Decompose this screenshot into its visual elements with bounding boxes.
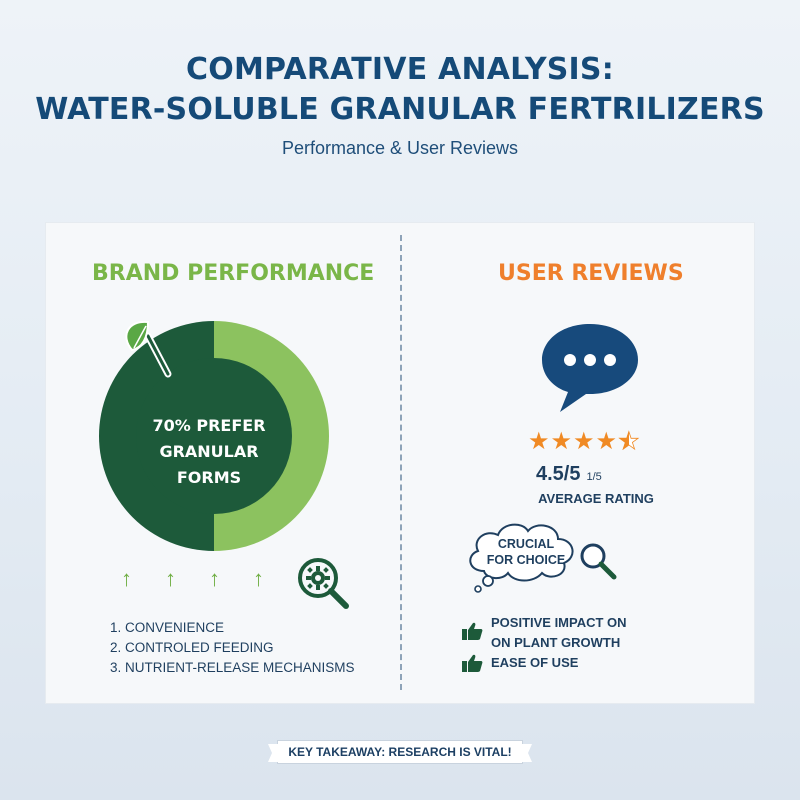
star-full-icon: ★ (595, 428, 618, 455)
donut-label-line-1: 70% PREFER (152, 416, 266, 435)
thought-cloud-icon (469, 523, 574, 593)
rating-label: AVERAGE RATING (538, 491, 654, 506)
title-line-2: WATER-SOLUBLE GRANULAR FERTRILIZERS (35, 92, 765, 127)
key-takeaway-banner: KEY TAKEAWAY: RESEARCH IS VITAL! (277, 740, 523, 764)
donut-label: 70% PREFER GRANULAR FORMS (131, 413, 287, 491)
comparison-panel: BRAND PERFORMANCE 70% PREFER GRANULAR FO… (45, 222, 755, 704)
star-rating: ★ ★ ★ ★ ★ (528, 428, 640, 456)
growth-arrows: ↑ ↑ ↑ ↑ (121, 566, 281, 592)
star-full-icon: ★ (528, 428, 550, 455)
user-reviews-heading: USER REVIEWS (498, 261, 684, 286)
rating-suffix: 1/5 (586, 471, 602, 483)
page-title: COMPARATIVE ANALYSIS: WATER-SOLUBLE GRAN… (0, 50, 800, 130)
chat-bubble-icon (542, 324, 638, 412)
review-text: EASE OF USE (491, 653, 578, 673)
list-item: 3. NUTRIENT-RELEASE MECHANISMS (110, 660, 355, 675)
thumbs-up-icon (462, 622, 483, 640)
page-subtitle: Performance & User Reviews (281, 138, 519, 158)
rating-number: 4.5/5 (536, 463, 581, 485)
list-item: 2. CONTROLED FEEDING (110, 640, 274, 655)
rating-value: 4.5/5 1/5 (536, 463, 656, 486)
magnifier-icon (580, 543, 617, 580)
cloud-label-line-1: CRUCIAL (497, 537, 555, 551)
review-line-1: EASE OF USE (491, 655, 579, 670)
star-full-icon: ★ (573, 428, 595, 455)
donut-inner-hole (136, 358, 292, 514)
donut-label-line-3: FORMS (176, 468, 242, 487)
list-item: 1. CONVENIENCE (110, 620, 225, 635)
title-line-1: COMPARATIVE ANALYSIS: (186, 52, 614, 87)
donut-label-line-2: GRANULAR (159, 442, 259, 461)
cloud-label: CRUCIAL FOR CHOICE (474, 536, 578, 568)
star-full-icon: ★ (550, 428, 573, 455)
review-line-1: POSITIVE IMPACT ON (491, 615, 627, 630)
up-arrow-icon: ↑ (209, 566, 220, 591)
up-arrow-icon: ↑ (253, 566, 264, 591)
up-arrow-icon: ↑ (165, 566, 176, 591)
brand-factor-list: 1. CONVENIENCE 2. CONTROLED FEEDING 3. N… (110, 618, 355, 678)
panel-divider (400, 235, 402, 690)
review-text: POSITIVE IMPACT ON ON PLANT GROWTH (491, 613, 627, 653)
gear-magnifier-icon (298, 558, 349, 609)
brand-performance-heading: BRAND PERFORMANCE (92, 261, 375, 286)
cloud-label-line-2: FOR CHOICE (486, 553, 566, 567)
thumbs-up-icon (462, 654, 483, 672)
review-line-2: ON PLANT GROWTH (491, 635, 621, 650)
star-half-icon: ★ (618, 428, 640, 456)
preference-donut-chart (99, 320, 329, 551)
leaf-icon (125, 320, 172, 378)
up-arrow-icon: ↑ (121, 566, 132, 591)
